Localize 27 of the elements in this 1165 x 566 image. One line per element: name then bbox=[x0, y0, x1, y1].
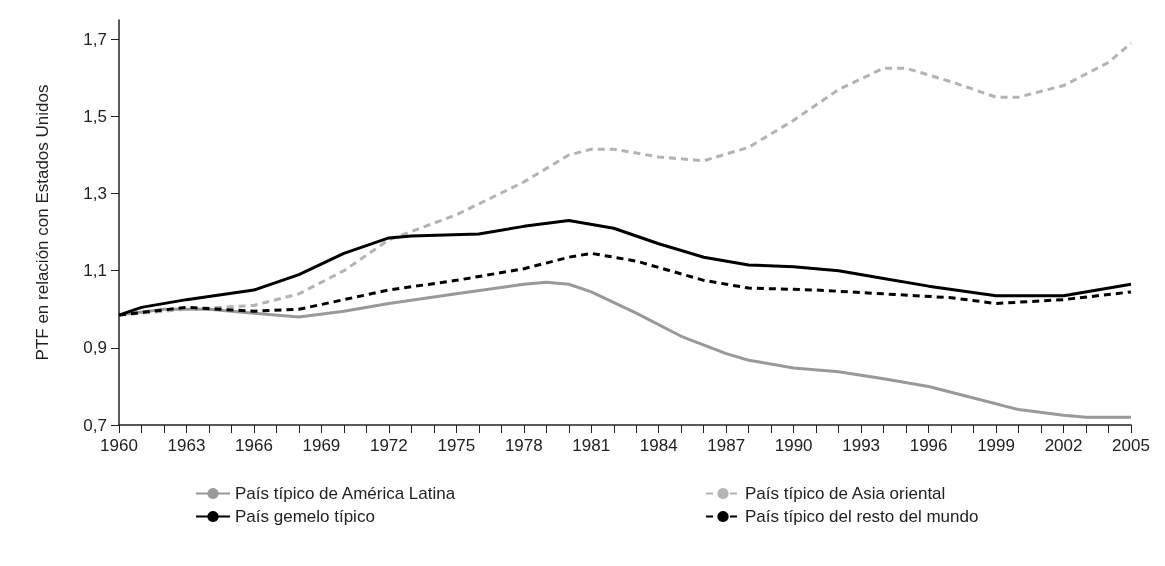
x-tick-label: 1990 bbox=[774, 436, 813, 455]
legend-label: País típico de América Latina bbox=[235, 484, 456, 503]
x-tick-label: 1963 bbox=[167, 436, 206, 455]
y-tick-label: 1,1 bbox=[83, 261, 107, 281]
legend-label: País típico del resto del mundo bbox=[745, 507, 979, 526]
x-tick-label: 1993 bbox=[842, 436, 881, 455]
y-tick-label: 0,9 bbox=[83, 338, 107, 358]
x-tick-label: 1966 bbox=[235, 436, 273, 455]
x-tick-label: 1987 bbox=[707, 436, 746, 455]
x-tick-label: 2005 bbox=[1112, 436, 1150, 455]
x-tick-label: 1999 bbox=[977, 436, 1015, 455]
x-tick-label: 1975 bbox=[437, 436, 476, 455]
x-tick-label: 1981 bbox=[572, 436, 611, 455]
x-tick-label: 2002 bbox=[1044, 436, 1083, 455]
y-tick-label: 1,7 bbox=[83, 29, 107, 49]
y-tick-label: 1,5 bbox=[83, 106, 107, 126]
y-tick-label: 1,3 bbox=[83, 184, 107, 204]
x-tick-label: 1960 bbox=[100, 436, 138, 455]
x-tick-label: 1972 bbox=[369, 436, 408, 455]
legend-label: País gemelo típico bbox=[235, 507, 375, 526]
legend-label: País típico de Asia oriental bbox=[745, 484, 946, 503]
x-tick-label: 1996 bbox=[909, 436, 948, 455]
x-tick-label: 1978 bbox=[504, 436, 543, 455]
y-tick-label: 0,7 bbox=[83, 415, 107, 435]
y-axis-title: PTF en relación con Estados Unidos bbox=[33, 84, 52, 361]
x-tick-label: 1969 bbox=[302, 436, 341, 455]
x-tick-label: 1984 bbox=[639, 436, 678, 455]
